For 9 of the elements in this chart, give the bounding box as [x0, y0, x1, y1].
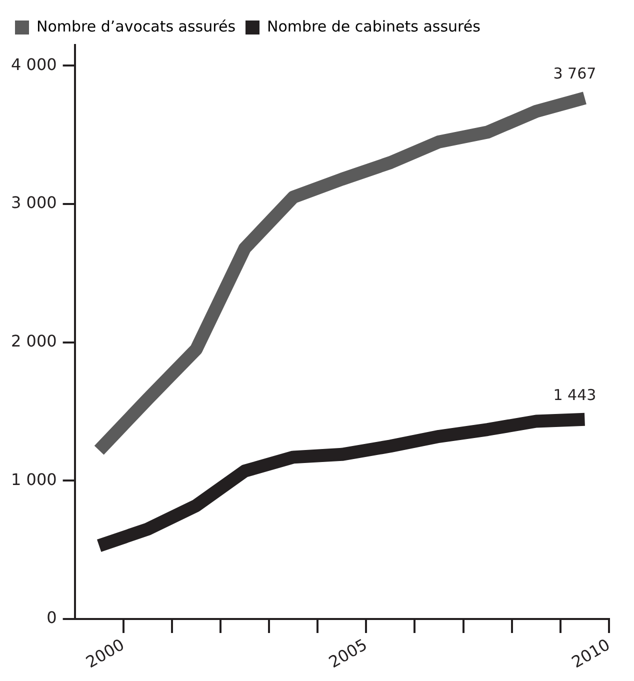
data-label: 3 767: [553, 64, 596, 82]
y-tick-label: 2 000: [10, 332, 57, 351]
y-tick-label: 3 000: [10, 193, 57, 212]
legend-label: Nombre d’avocats assurés: [36, 17, 236, 36]
y-tick-label: 4 000: [10, 54, 57, 74]
data-label: 1 443: [553, 386, 596, 404]
legend-label: Nombre de cabinets assurés: [267, 17, 481, 36]
y-tick-label: 0: [46, 608, 57, 628]
y-tick-label: 1 000: [10, 470, 57, 489]
